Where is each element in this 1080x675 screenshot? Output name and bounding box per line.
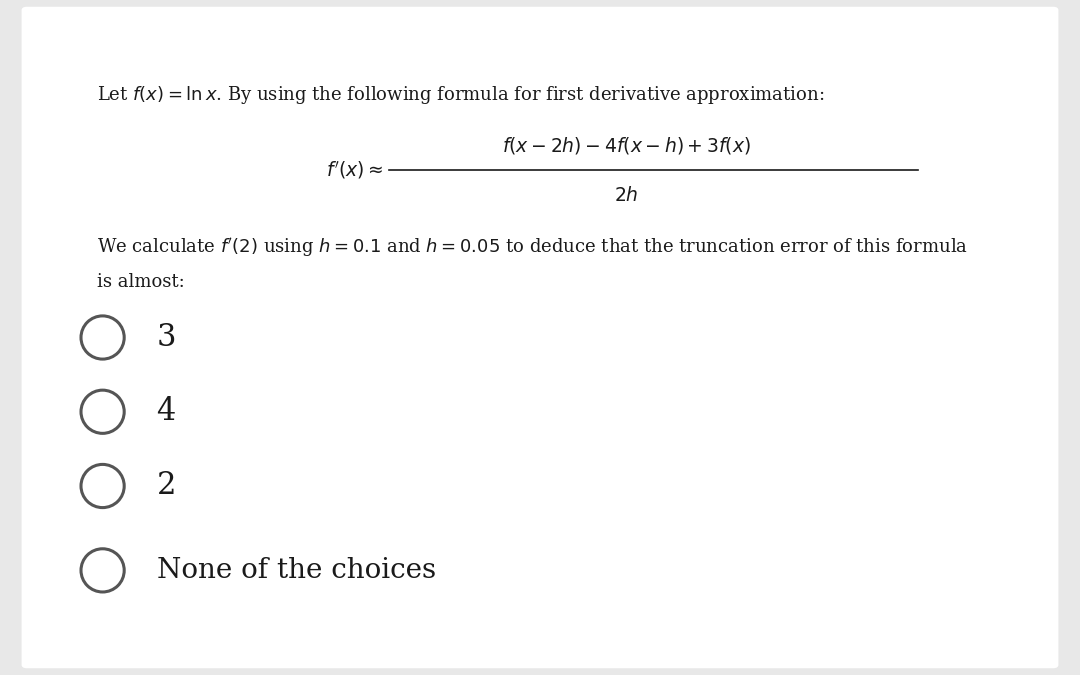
Text: 3: 3 — [157, 322, 176, 353]
Text: None of the choices: None of the choices — [157, 557, 435, 584]
Text: $2h$: $2h$ — [615, 186, 638, 205]
Text: We calculate $f^{\prime}(2)$ using $h = 0.1$ and $h = 0.05$ to deduce that the t: We calculate $f^{\prime}(2)$ using $h = … — [97, 236, 968, 259]
Text: $f^{\prime}(x) \approx$: $f^{\prime}(x) \approx$ — [326, 159, 383, 181]
Text: $f(x - 2h) - 4f(x - h) + 3f(x)$: $f(x - 2h) - 4f(x - h) + 3f(x)$ — [502, 134, 751, 156]
Text: Let $f(x) = \ln x$. By using the following formula for first derivative approxim: Let $f(x) = \ln x$. By using the followi… — [97, 84, 824, 107]
Text: 4: 4 — [157, 396, 176, 427]
Text: is almost:: is almost: — [97, 273, 185, 292]
Text: 2: 2 — [157, 470, 176, 502]
